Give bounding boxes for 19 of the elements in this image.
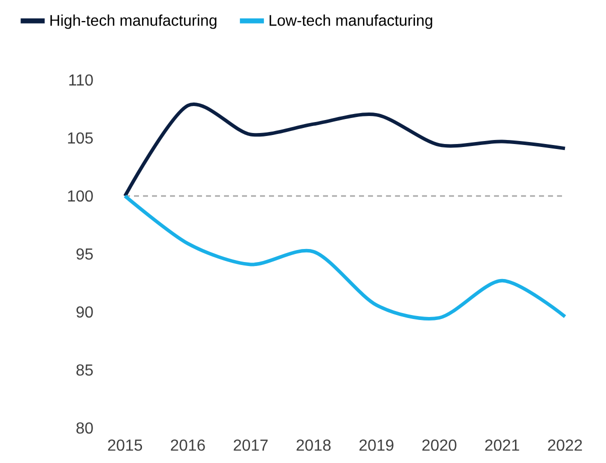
x-tick-label: 2016 <box>170 440 205 451</box>
legend-label: Low-tech manufacturing <box>270 14 432 29</box>
legend-label: High-tech manufacturing <box>50 14 216 29</box>
y-tick-label: 100 <box>68 190 93 202</box>
y-tick-label: 90 <box>76 306 93 318</box>
y-tick-label: 110 <box>69 74 93 86</box>
x-tick-label: 2019 <box>359 440 394 451</box>
x-tick-label: 2021 <box>485 440 520 451</box>
y-tick-label: 105 <box>68 132 93 144</box>
x-tick-label: 2022 <box>548 440 582 451</box>
x-tick-label: 2018 <box>296 440 331 451</box>
x-tick-label: 2020 <box>422 440 456 451</box>
y-tick-label: 95 <box>76 248 93 260</box>
line-series <box>123 194 567 320</box>
line-series <box>123 102 567 198</box>
y-tick-label: 85 <box>76 364 93 376</box>
x-tick-label: 2017 <box>234 440 268 451</box>
y-tick-label: 80 <box>76 422 93 434</box>
x-tick-label: 2015 <box>108 440 142 451</box>
